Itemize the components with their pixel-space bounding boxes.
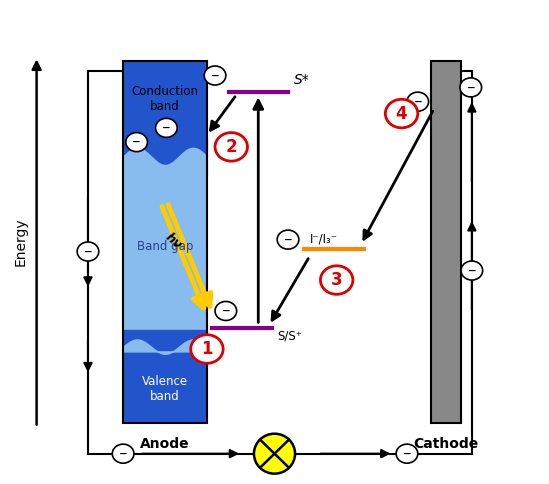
Text: −: − (467, 266, 476, 275)
Circle shape (321, 266, 353, 294)
Text: 4: 4 (396, 105, 407, 122)
Ellipse shape (254, 434, 295, 474)
Text: −: − (211, 71, 220, 80)
Text: −: − (83, 246, 92, 257)
Text: 2: 2 (226, 138, 237, 156)
Bar (123, 61, 207, 156)
Text: S/S⁺: S/S⁺ (277, 330, 302, 343)
Circle shape (215, 133, 248, 161)
Text: Energy: Energy (13, 218, 27, 266)
Text: I⁻/I₃⁻: I⁻/I₃⁻ (310, 232, 338, 245)
Circle shape (385, 99, 418, 128)
Circle shape (407, 92, 429, 111)
Circle shape (113, 444, 134, 463)
Circle shape (215, 302, 237, 320)
Circle shape (461, 261, 483, 280)
Text: −: − (132, 137, 141, 147)
Text: −: − (119, 449, 127, 459)
Text: 1: 1 (201, 340, 212, 358)
Text: Anode: Anode (140, 437, 190, 451)
Text: S*: S* (293, 74, 309, 88)
Text: −: − (402, 449, 411, 459)
Circle shape (396, 444, 418, 463)
Circle shape (204, 66, 226, 85)
Text: −: − (413, 97, 422, 106)
Circle shape (126, 133, 148, 151)
Circle shape (277, 230, 299, 249)
Bar (123, 347, 207, 423)
Text: Conduction
band: Conduction band (132, 85, 199, 113)
Bar (123, 61, 207, 423)
Circle shape (155, 118, 177, 137)
Text: Band gap: Band gap (137, 240, 193, 253)
Circle shape (460, 78, 481, 97)
Text: −: − (221, 306, 230, 316)
Text: −: − (284, 235, 293, 244)
Text: −: − (162, 123, 171, 133)
Bar (432, 61, 461, 423)
Circle shape (191, 335, 223, 363)
Bar (123, 156, 207, 347)
Text: −: − (467, 82, 475, 92)
Text: hν: hν (163, 230, 184, 252)
Text: 3: 3 (331, 271, 343, 289)
Text: Valence
band: Valence band (142, 376, 188, 404)
Circle shape (77, 242, 99, 261)
Text: Cathode: Cathode (413, 437, 479, 451)
